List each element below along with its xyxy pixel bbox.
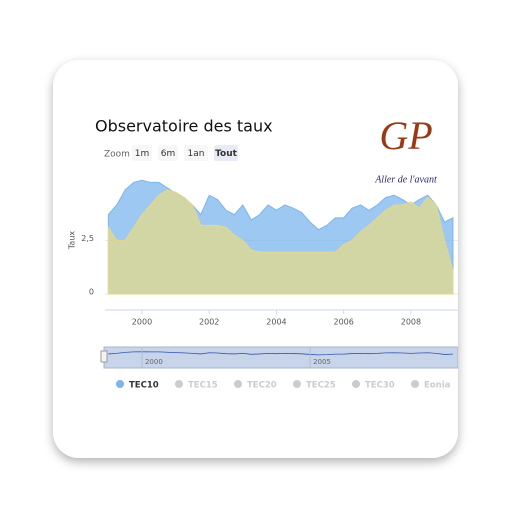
y-tick-label: 2,5	[81, 234, 94, 243]
navigator-tick-label: 2005	[313, 358, 331, 366]
zoom-button-bg	[184, 145, 208, 161]
legend-label: TEC15	[188, 381, 218, 391]
x-tick-label: 2008	[401, 318, 421, 327]
zoom-button-label: 6m	[161, 149, 176, 159]
legend-label: TEC25	[306, 381, 336, 391]
y-axis-label: Taux	[68, 231, 77, 251]
zoom-button[interactable]: Tout	[214, 145, 238, 161]
zoom-button-bg	[214, 145, 238, 161]
y-tick-label: 0	[89, 288, 94, 297]
x-tick-label: 2002	[199, 318, 219, 327]
chart: Observatoire des taux Zoom GP Aller de l…	[68, 113, 458, 391]
legend-item[interactable]: TEC15	[175, 380, 218, 391]
navigator-tick-label: 2000	[145, 358, 163, 366]
zoom-button[interactable]: 6m	[158, 145, 178, 161]
legend-label: Eonia	[424, 381, 451, 391]
zoom-button-bg	[158, 145, 178, 161]
zoom-button-label: 1an	[188, 149, 205, 159]
legend-item[interactable]: TEC20	[234, 380, 277, 391]
legend-item[interactable]: Eonia	[411, 380, 451, 391]
legend-label: TEC20	[247, 381, 277, 391]
zoom-button[interactable]: 1m	[132, 145, 152, 161]
logo-slogan: Aller de l'avant	[374, 174, 437, 185]
x-tick-label: 2000	[132, 318, 152, 327]
legend-symbol	[293, 380, 301, 388]
zoom-button-label: 1m	[135, 149, 150, 159]
navigator-line	[108, 351, 453, 356]
zoom-button[interactable]: 1an	[184, 145, 208, 161]
zoom-button-bg	[132, 145, 152, 161]
legend-item[interactable]: TEC30	[352, 380, 395, 391]
chart-title: Observatoire des taux	[95, 117, 273, 136]
legend-item[interactable]: TEC10	[116, 380, 159, 391]
legend-symbol	[411, 380, 419, 388]
x-tick-label: 2004	[266, 318, 286, 327]
zoom-label: Zoom	[104, 150, 130, 160]
x-tick-label: 2006	[334, 318, 354, 327]
legend-symbol	[175, 380, 183, 388]
legend-symbol	[234, 380, 242, 388]
legend-label: TEC30	[365, 381, 395, 391]
zoom-button-label: Tout	[215, 149, 238, 159]
logo-initials: GP	[379, 113, 432, 158]
navigator-handle[interactable]	[100, 350, 108, 363]
legend-item[interactable]: TEC25	[293, 380, 336, 391]
legend-label: TEC10	[129, 381, 159, 391]
legend-symbol	[116, 380, 124, 388]
legend-symbol	[352, 380, 360, 388]
area	[107, 189, 454, 295]
